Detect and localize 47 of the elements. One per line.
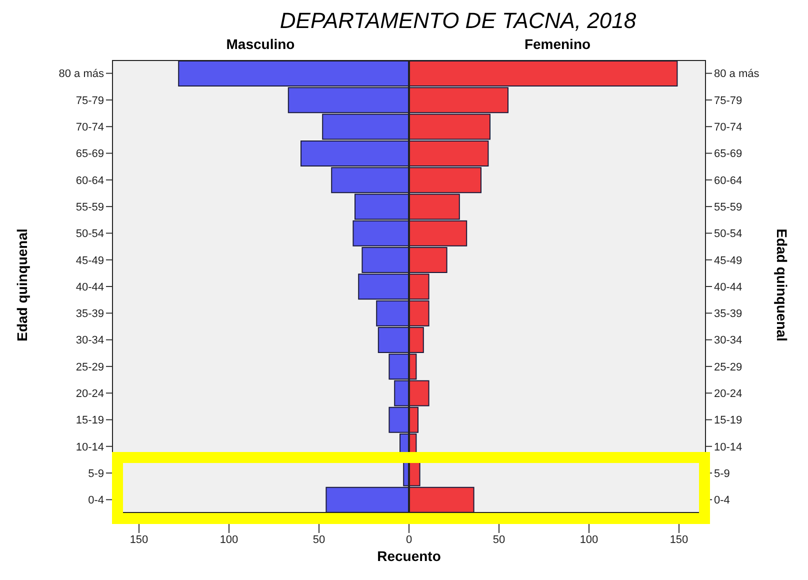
- y-tick-label: 10-14: [76, 441, 104, 454]
- y-tick-label: 0-4: [714, 494, 730, 507]
- y-tick-label: 50-54: [76, 228, 104, 240]
- y-tick-label: 75-79: [714, 94, 742, 107]
- y-tick-label: 65-69: [76, 148, 104, 160]
- y-tick-label: 20-24: [714, 388, 742, 400]
- y-tick-label: 0-4: [88, 494, 104, 507]
- y-tick-label: 5-9: [88, 468, 104, 480]
- y-tick-label: 70-74: [714, 122, 742, 134]
- y-tick-label: 40-44: [714, 281, 742, 294]
- x-tick-label: 50: [312, 534, 326, 546]
- y-tick-label: 5-9: [714, 468, 730, 480]
- x-tick-label: 150: [130, 534, 148, 546]
- y-tick-label: 25-29: [76, 361, 104, 374]
- chart-subtitle: Femenino: [523, 36, 592, 52]
- y-tick-label: 35-39: [714, 308, 742, 320]
- y-tick-label: 80 a más: [714, 68, 760, 80]
- y-tick-label: 45-49: [76, 254, 104, 267]
- y-tick-label: 60-64: [76, 174, 104, 187]
- y-tick-label: 35-39: [76, 308, 104, 320]
- y2-axis-title: Edad quinquenal: [774, 227, 790, 343]
- y-tick-label: 15-19: [714, 414, 742, 427]
- y-tick-label: 75-79: [76, 94, 104, 107]
- x-tick-label: 50: [492, 534, 506, 546]
- chart-subtitle: Masculino: [225, 36, 296, 52]
- y-tick-label: 65-69: [714, 148, 742, 160]
- y-tick-label: 55-59: [714, 201, 742, 214]
- y-tick-label: 10-14: [714, 441, 742, 454]
- y-tick-label: 50-54: [714, 228, 742, 240]
- x-axis-title: Recuento: [376, 548, 442, 564]
- text: DEPARTAMENTO DE TACNA, 2018: [278, 8, 638, 34]
- x-tick-label: 150: [670, 534, 688, 546]
- y-tick-label: 25-29: [714, 361, 742, 374]
- y-tick-label: 45-49: [714, 254, 742, 267]
- y-tick-label: 30-34: [714, 334, 742, 347]
- y-tick-label: 15-19: [76, 414, 104, 427]
- x-tick-label: 100: [220, 534, 238, 546]
- y-tick-label: 40-44: [76, 281, 104, 294]
- y-tick-label: 60-64: [714, 174, 742, 187]
- y-axis-title: Edad quinquenal: [14, 227, 30, 343]
- x-tick-label: 100: [580, 534, 598, 546]
- y-tick-label: 20-24: [76, 388, 104, 400]
- y-tick-label: 55-59: [76, 201, 104, 214]
- x-tick-label: 0: [406, 534, 412, 546]
- y-tick-label: 30-34: [76, 334, 104, 347]
- y-tick-label: 70-74: [76, 122, 104, 134]
- y-tick-label: 80 a más: [58, 68, 104, 80]
